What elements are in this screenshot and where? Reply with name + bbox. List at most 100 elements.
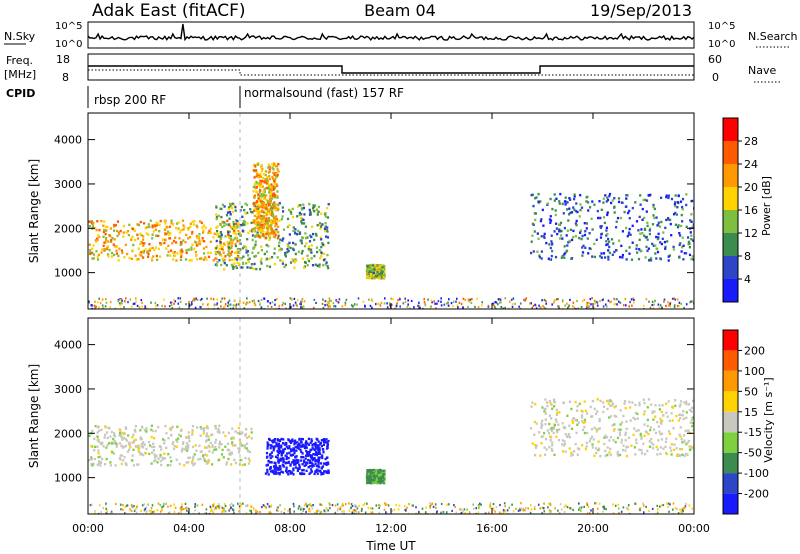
power-ground-cell <box>121 299 123 302</box>
velocity-cell <box>632 416 635 420</box>
velocity-cell <box>99 464 102 467</box>
power-cell <box>688 242 691 245</box>
velocity-cell <box>286 471 289 474</box>
velocity-ground-cell <box>628 512 631 514</box>
power-cell <box>231 225 234 229</box>
velocity-ground-cell <box>370 511 372 514</box>
velocity-cell <box>126 450 129 453</box>
velocity-ground-cell <box>145 512 148 514</box>
velocity-ground-cell <box>324 510 327 513</box>
velocity-cell <box>187 435 190 438</box>
power-cell <box>268 212 272 215</box>
power-cell <box>97 234 100 237</box>
power-ground-cell <box>481 301 483 304</box>
velocity-cell <box>325 438 328 441</box>
power-cell <box>635 247 638 250</box>
power-ground-cell <box>519 302 522 305</box>
velocity-cell <box>680 438 683 441</box>
velocity-cell <box>314 462 317 466</box>
velocity-cell <box>285 468 288 471</box>
power-cell <box>310 244 313 247</box>
power-cell <box>555 197 558 200</box>
power-cell <box>222 251 225 254</box>
power-cell <box>635 244 638 247</box>
velocity-cell <box>306 442 309 445</box>
power-ground-cell <box>245 302 248 305</box>
power-cell <box>568 197 571 200</box>
power-cell <box>261 179 264 183</box>
velocity-ground-cell <box>463 508 466 511</box>
velocity-cell <box>118 442 122 445</box>
velocity-ground-cell <box>94 512 96 514</box>
power-ground-cell <box>588 302 590 305</box>
power-cell <box>91 247 94 250</box>
velocity-cell <box>222 456 225 459</box>
power-cell <box>258 222 261 226</box>
velocity-ground-cell <box>398 504 401 507</box>
power-cell <box>381 266 384 269</box>
velocity-ground-cell <box>642 502 644 505</box>
velocity-cell <box>619 409 622 412</box>
power-ground-cell <box>561 299 564 302</box>
velocity-ground-cell <box>489 502 492 505</box>
power-cell <box>139 232 142 235</box>
power-ground-cell <box>628 305 630 308</box>
power-cell <box>222 260 225 263</box>
power-cell <box>652 205 655 209</box>
velocity-ground-cell <box>660 504 663 507</box>
power-ground-cell <box>212 298 215 301</box>
power-ground-cell <box>324 300 327 303</box>
power-cell <box>257 207 260 211</box>
velocity-cell <box>381 474 384 478</box>
power-cell <box>115 252 118 255</box>
power-cell <box>108 234 111 237</box>
velocity-cell <box>269 466 272 469</box>
power-cell <box>269 188 272 192</box>
velocity-cell <box>608 451 611 454</box>
velocity-cell <box>679 454 682 457</box>
power-cell <box>204 256 207 259</box>
velocity-ground-cell <box>320 503 323 506</box>
velocity-ground-cell <box>115 502 117 506</box>
velocity-cell <box>207 461 210 464</box>
power-ground-cell <box>333 305 335 308</box>
power-cell <box>220 235 223 238</box>
power-cell <box>116 229 119 233</box>
velocity-cell <box>139 429 142 432</box>
velocity-ground-cell <box>306 505 308 508</box>
power-ground-cell <box>586 304 588 307</box>
power-cell <box>551 207 554 211</box>
velocity-ground-cell <box>657 508 659 511</box>
power-cell <box>188 259 191 262</box>
velocity-ground-cell <box>415 506 417 509</box>
power-cell <box>106 246 109 250</box>
power-cell <box>631 241 634 244</box>
power-cell <box>260 245 263 248</box>
power-cell <box>104 225 108 229</box>
power-cell <box>314 232 318 236</box>
power-cell <box>236 225 239 229</box>
velocity-ground-cell <box>511 503 513 506</box>
velocity-cell <box>163 442 166 445</box>
nsky-trace <box>87 23 695 42</box>
velocity-ground-cell <box>186 509 188 512</box>
power-cell <box>276 195 279 198</box>
velocity-ground-cell <box>674 507 677 510</box>
power-cell <box>602 197 605 200</box>
power-cell <box>103 220 106 223</box>
power-cell <box>252 190 255 193</box>
velocity-cell <box>214 445 217 449</box>
power-ground-cell <box>278 304 281 307</box>
power-cell <box>561 237 564 240</box>
power-ground-cell <box>144 305 146 308</box>
velocity-colorbar-tick: 200 <box>744 344 765 357</box>
velocity-ground-cell <box>468 511 471 514</box>
velocity-cell <box>370 477 373 480</box>
power-cell <box>264 236 267 240</box>
power-cell <box>132 243 135 247</box>
velocity-ground-cell <box>124 512 126 514</box>
velocity-cell <box>687 403 690 406</box>
power-ground-cell <box>592 306 595 309</box>
velocity-ground-cell <box>301 507 304 510</box>
velocity-cell <box>231 442 234 446</box>
